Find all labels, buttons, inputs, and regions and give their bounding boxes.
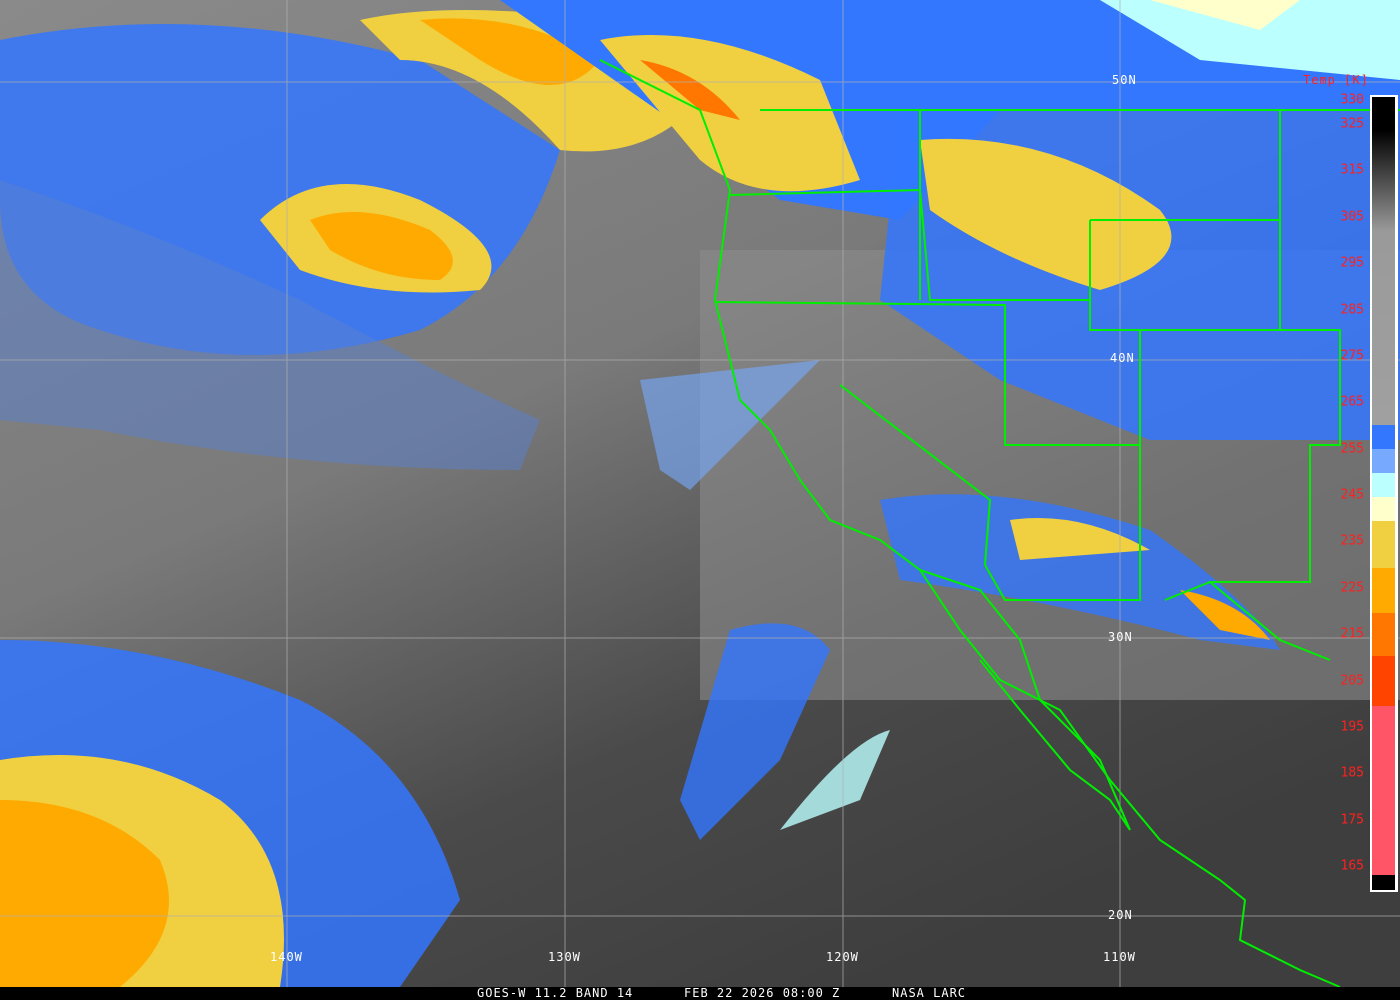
colorbar-tick-label: 330 bbox=[1340, 92, 1364, 108]
colorbar-tick-label: 255 bbox=[1340, 441, 1364, 457]
cbar-cream bbox=[1372, 497, 1395, 521]
colorbar-tick-label: 245 bbox=[1340, 487, 1364, 503]
colorbar-tick-label: 185 bbox=[1340, 765, 1364, 781]
colorbar-tick-label: 165 bbox=[1340, 858, 1364, 874]
cbar-light-blue bbox=[1372, 449, 1395, 473]
colorbar-tick-label: 265 bbox=[1340, 394, 1364, 410]
cbar-pink bbox=[1372, 706, 1395, 875]
cbar-blue bbox=[1372, 425, 1395, 449]
cbar-yellow bbox=[1372, 521, 1395, 568]
colorbar-tick-label: 305 bbox=[1340, 209, 1364, 225]
lat-label: 50N bbox=[1112, 73, 1137, 87]
cbar-red-orange bbox=[1372, 656, 1395, 706]
lat-label: 20N bbox=[1108, 908, 1133, 922]
lat-label: 30N bbox=[1108, 630, 1133, 644]
cbar-orange bbox=[1372, 568, 1395, 613]
datetime-caption: FEB 22 2026 08:00 Z bbox=[684, 986, 841, 1000]
lon-label: 120W bbox=[826, 950, 859, 964]
sensor-caption: GOES-W 11.2 BAND 14 bbox=[477, 986, 634, 1000]
cbar-black bbox=[1372, 875, 1395, 890]
colorbar-tick-label: 205 bbox=[1340, 673, 1364, 689]
colorbar-tick-label: 235 bbox=[1340, 533, 1364, 549]
colorbar-tick-label: 195 bbox=[1340, 719, 1364, 735]
colorbar-tick-label: 225 bbox=[1340, 580, 1364, 596]
colorbar-tick-label: 275 bbox=[1340, 348, 1364, 364]
cbar-gray bbox=[1372, 97, 1395, 425]
lat-label: 40N bbox=[1110, 351, 1135, 365]
lon-label: 140W bbox=[270, 950, 303, 964]
colorbar-tick-label: 295 bbox=[1340, 255, 1364, 271]
lon-label: 110W bbox=[1103, 950, 1136, 964]
colorbar-tick-label: 215 bbox=[1340, 626, 1364, 642]
colorbar-title: Temp [K] bbox=[1303, 73, 1369, 87]
political-boundaries bbox=[599, 59, 1400, 988]
lon-label: 130W bbox=[548, 950, 581, 964]
colorbar-tick-label: 325 bbox=[1340, 116, 1364, 132]
source-caption: NASA LARC bbox=[892, 986, 967, 1000]
cbar-cyan bbox=[1372, 473, 1395, 497]
colorbar-tick-label: 315 bbox=[1340, 162, 1364, 178]
colorbar-tick-label: 175 bbox=[1340, 812, 1364, 828]
caption-bar: GOES-W 11.2 BAND 14 FEB 22 2026 08:00 Z … bbox=[0, 987, 1400, 1000]
temperature-colorbar bbox=[1371, 96, 1396, 891]
cbar-dark-orange bbox=[1372, 613, 1395, 656]
colorbar-tick-label: 285 bbox=[1340, 302, 1364, 318]
